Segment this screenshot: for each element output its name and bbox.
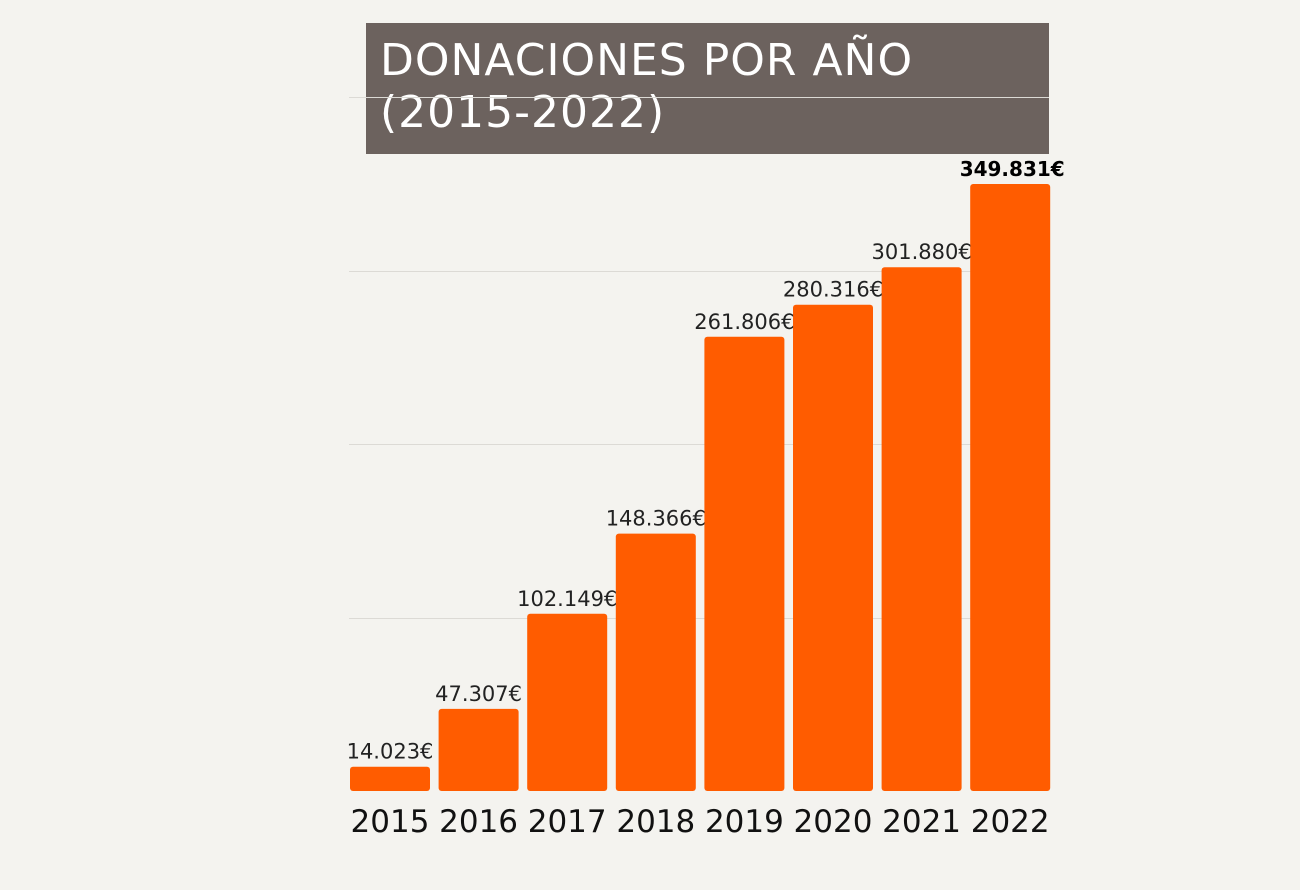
bar-2022 — [970, 184, 1051, 791]
value-label-2022: 349.831€ — [960, 157, 1065, 181]
x-tick-2022: 2022 — [971, 804, 1050, 840]
value-label-2017: 102.149€ — [517, 587, 617, 611]
value-label-2018: 148.366€ — [606, 507, 706, 531]
x-tick-2018: 2018 — [616, 804, 695, 840]
x-tick-2019: 2019 — [705, 804, 784, 840]
bars — [350, 184, 1051, 791]
bar-2020 — [793, 304, 873, 791]
x-tick-2016: 2016 — [439, 804, 518, 840]
bar-2018 — [615, 533, 696, 791]
value-label-2016: 47.307€ — [435, 682, 522, 706]
bar-2017 — [527, 613, 608, 791]
x-axis-ticks: 2015 2016 2017 2018 2019 2020 2021 2022 — [351, 804, 1050, 840]
x-tick-2015: 2015 — [351, 804, 430, 840]
bar-2019 — [704, 336, 785, 791]
bar-2021 — [881, 267, 962, 791]
bar-2016 — [438, 708, 519, 791]
chart-title-line-1: DONACIONES POR AÑO — [380, 35, 914, 86]
value-label-2015: 14.023€ — [347, 740, 434, 764]
chart-title-box: DONACIONES POR AÑO (2015-2022) — [366, 23, 1049, 154]
value-label-2019: 261.806€ — [694, 310, 794, 334]
value-labels: 14.023€ 47.307€ 102.149€ 148.366€ 261.806€ 28… — [347, 157, 1065, 764]
x-tick-2020: 2020 — [794, 804, 873, 840]
value-label-2021: 301.880€ — [871, 240, 971, 264]
bar-2015 — [350, 766, 430, 791]
chart-title-line-2: (2015-2022) — [380, 87, 666, 138]
x-tick-2021: 2021 — [882, 804, 961, 840]
x-tick-2017: 2017 — [528, 804, 607, 840]
value-label-2020: 280.316€ — [783, 278, 883, 302]
